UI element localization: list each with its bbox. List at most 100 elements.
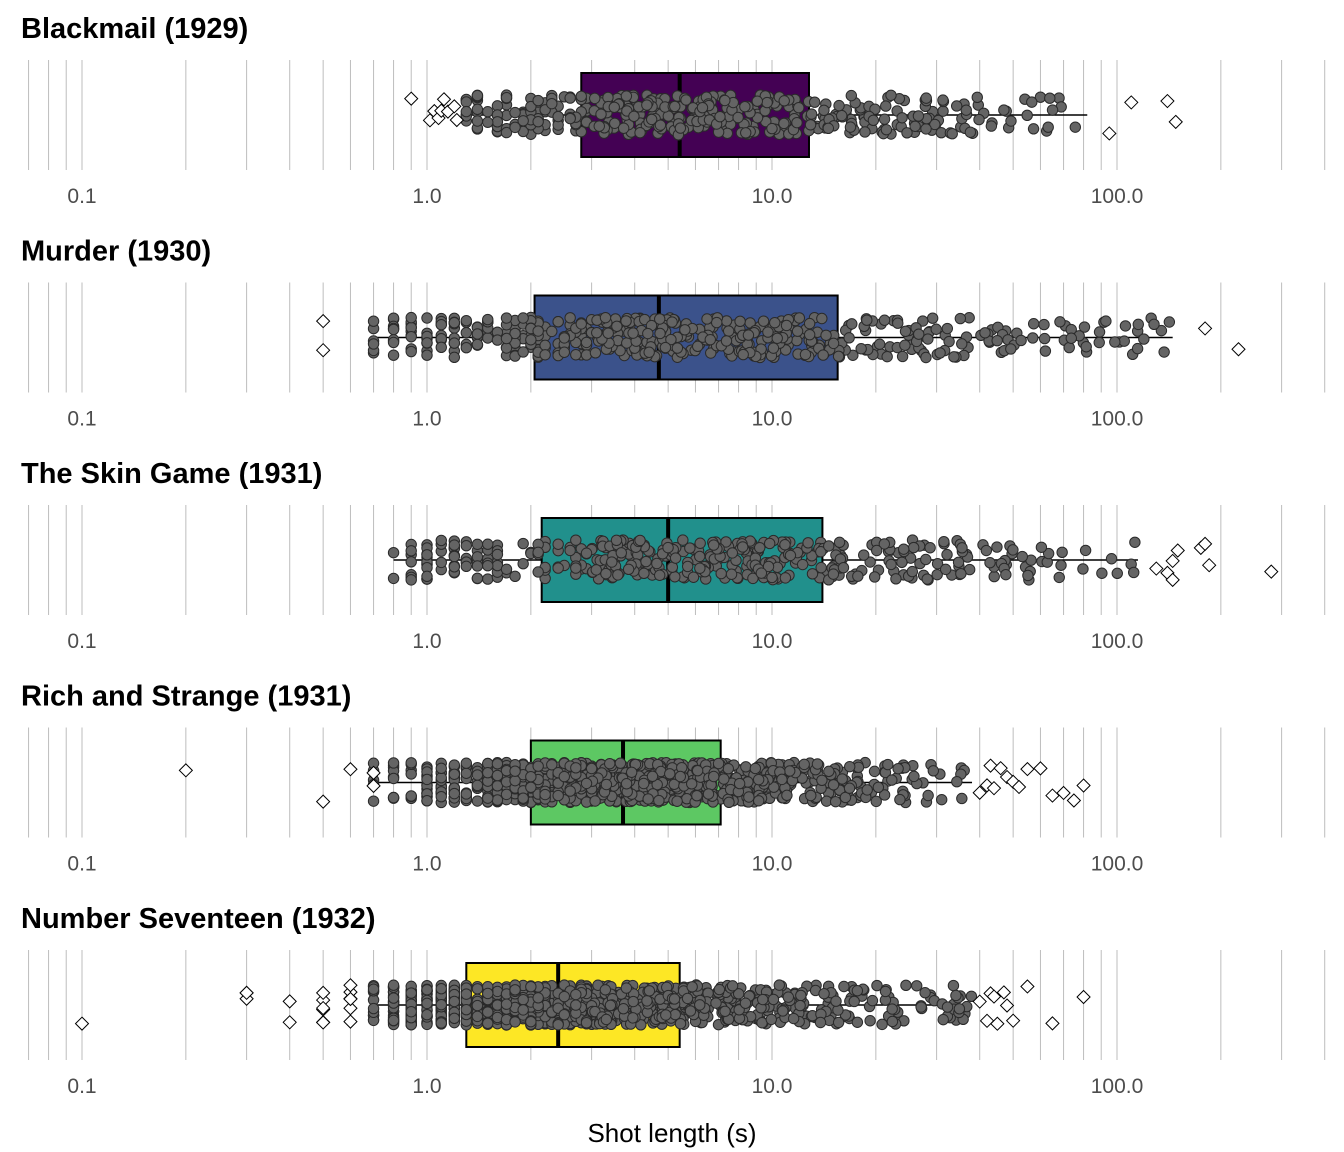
data-point <box>802 537 814 549</box>
data-point <box>525 100 537 113</box>
data-point <box>593 120 605 132</box>
data-point <box>622 563 635 575</box>
data-point <box>937 94 949 106</box>
data-point <box>532 116 544 128</box>
outlier-marker <box>178 763 194 778</box>
data-point <box>1080 341 1092 353</box>
data-point <box>723 796 735 809</box>
data-point <box>1158 346 1170 358</box>
data-point <box>833 99 845 112</box>
data-point <box>460 342 473 354</box>
data-point <box>1046 104 1059 116</box>
data-point <box>646 770 659 783</box>
data-point <box>896 350 909 363</box>
data-point <box>471 338 484 351</box>
x-tick-label: 10.0 <box>752 630 793 653</box>
data-point <box>460 540 473 552</box>
data-point <box>866 994 879 1007</box>
outlier-marker <box>282 994 297 1009</box>
outlier-marker <box>972 994 987 1009</box>
data-point <box>570 562 582 574</box>
data-point <box>885 558 897 571</box>
data-point <box>460 326 473 339</box>
data-point <box>886 774 898 786</box>
data-point <box>509 765 521 777</box>
data-point <box>1069 121 1082 133</box>
outliers <box>178 758 1091 809</box>
data-point <box>659 341 672 354</box>
data-point <box>878 789 891 801</box>
data-point <box>570 988 582 1001</box>
outlier-marker <box>1160 93 1175 109</box>
data-point <box>739 997 752 1009</box>
data-point <box>804 119 817 131</box>
data-point <box>525 771 537 783</box>
data-point <box>558 346 570 358</box>
data-point <box>405 545 417 557</box>
data-point <box>926 312 939 324</box>
outlier-marker <box>993 760 1008 776</box>
data-point <box>867 114 880 127</box>
data-point <box>500 312 513 324</box>
data-point <box>405 790 417 802</box>
data-point <box>919 986 931 999</box>
data-point <box>1038 318 1050 331</box>
data-point <box>956 338 968 350</box>
data-point <box>778 95 790 107</box>
data-point <box>671 342 684 354</box>
data-point <box>845 89 858 102</box>
data-point <box>808 96 821 108</box>
data-point <box>955 568 967 580</box>
data-point <box>752 773 765 786</box>
data-point <box>762 326 774 338</box>
data-point <box>948 351 960 363</box>
data-point <box>708 770 720 783</box>
data-point <box>979 327 991 339</box>
data-point <box>732 111 744 124</box>
data-point <box>460 988 473 1000</box>
data-point <box>1027 123 1040 135</box>
data-point <box>679 324 691 336</box>
outlier-marker <box>449 112 465 128</box>
data-point <box>471 538 484 550</box>
data-point <box>509 774 521 787</box>
data-point <box>791 334 803 347</box>
data-point <box>908 770 920 783</box>
data-point <box>766 571 778 584</box>
x-tick-label: 100.0 <box>1091 853 1144 876</box>
data-point <box>471 103 484 116</box>
data-point <box>599 984 612 996</box>
data-point <box>920 351 932 364</box>
data-point <box>448 550 461 563</box>
data-point <box>952 556 965 569</box>
data-point <box>421 570 433 583</box>
data-point <box>1039 345 1052 357</box>
data-point <box>1015 334 1027 347</box>
data-point <box>765 1013 777 1026</box>
data-point <box>892 317 904 329</box>
data-point <box>532 546 544 559</box>
data-point <box>627 327 639 339</box>
data-point <box>558 332 570 344</box>
panel: The Skin Game (1931) 0.1 1.0 10.0 100.0 <box>21 458 1326 653</box>
data-point <box>517 115 529 127</box>
data-point <box>532 325 544 337</box>
data-point <box>482 116 494 129</box>
x-tick-label: 1.0 <box>412 853 441 876</box>
outlier-marker <box>990 1016 1005 1031</box>
data-point <box>405 574 417 586</box>
outlier-marker <box>366 778 381 794</box>
data-point <box>585 762 598 775</box>
data-point <box>387 1014 400 1027</box>
data-point <box>953 1003 966 1015</box>
data-point <box>815 546 827 558</box>
data-point <box>912 110 925 122</box>
panel: Blackmail (1929) 0.1 1.0 10.0 100.0 <box>21 13 1326 208</box>
data-point <box>471 328 484 340</box>
data-point <box>517 346 529 358</box>
data-point <box>719 1005 731 1017</box>
data-point <box>920 92 932 104</box>
data-point <box>367 315 380 327</box>
